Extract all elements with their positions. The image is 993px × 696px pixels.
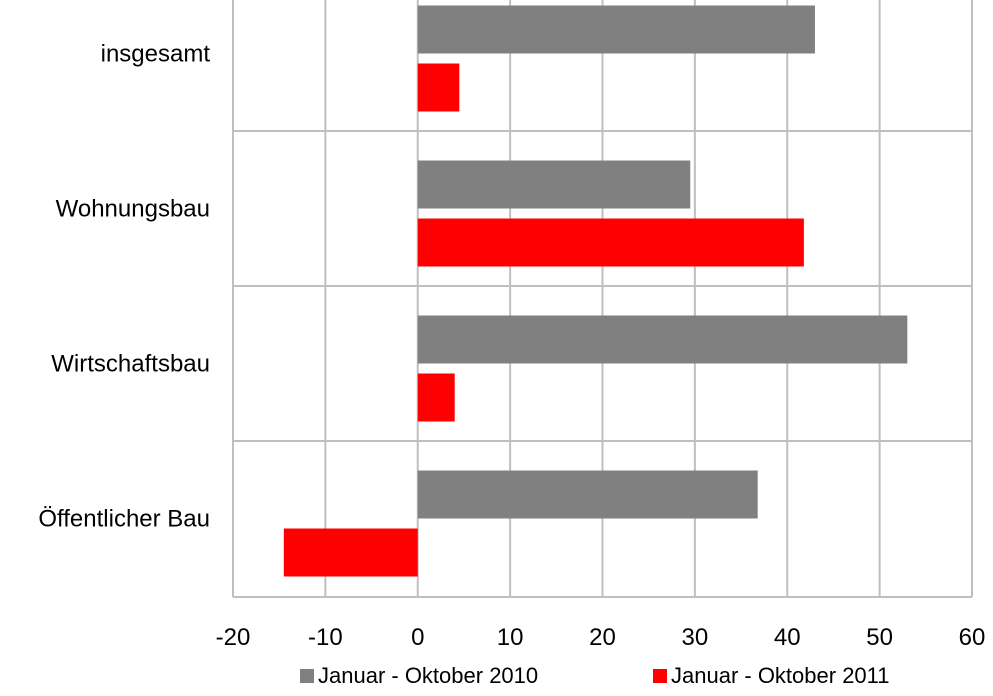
bar-series-2010 <box>417 160 691 209</box>
bars <box>283 5 908 577</box>
bar-series-2010 <box>417 315 908 364</box>
axes <box>232 0 972 598</box>
x-tick-label: -20 <box>216 624 251 651</box>
x-tick-label: -10 <box>308 624 343 651</box>
legend: Januar - Oktober 2010 Januar - Oktober 20… <box>300 663 890 688</box>
legend-label: Januar - Oktober 2010 <box>318 663 538 688</box>
bar-series-2010 <box>417 5 815 54</box>
bar-series-2010 <box>417 470 758 519</box>
legend-item: Januar - Oktober 2011 <box>653 663 890 688</box>
x-tick-label: 0 <box>411 624 424 651</box>
category-label: Öffentlicher Bau <box>38 506 210 533</box>
bar-series-2011 <box>417 373 455 422</box>
category-labels: insgesamt Wohnungsbau Wirtschaftsbau Öffent… <box>38 41 210 533</box>
x-tick-label: 50 <box>866 624 893 651</box>
bar-series-2011 <box>417 63 460 112</box>
legend-swatch <box>653 669 667 683</box>
x-tick-label: 40 <box>774 624 801 651</box>
x-tick-label: 30 <box>682 624 709 651</box>
legend-label: Januar - Oktober 2011 <box>671 663 890 688</box>
bar-series-2011 <box>283 528 418 577</box>
legend-item: Januar - Oktober 2010 <box>300 663 538 688</box>
legend-swatch <box>300 669 314 683</box>
category-label: insgesamt <box>101 41 211 68</box>
x-tick-labels: -20 -10 0 10 20 30 40 50 60 <box>216 624 986 651</box>
bar-series-2011 <box>417 218 804 267</box>
x-tick-label: 60 <box>959 624 986 651</box>
x-tick-label: 20 <box>589 624 616 651</box>
x-tick-label: 10 <box>497 624 524 651</box>
category-label: Wohnungsbau <box>56 196 210 223</box>
category-label: Wirtschaftsbau <box>51 351 210 378</box>
